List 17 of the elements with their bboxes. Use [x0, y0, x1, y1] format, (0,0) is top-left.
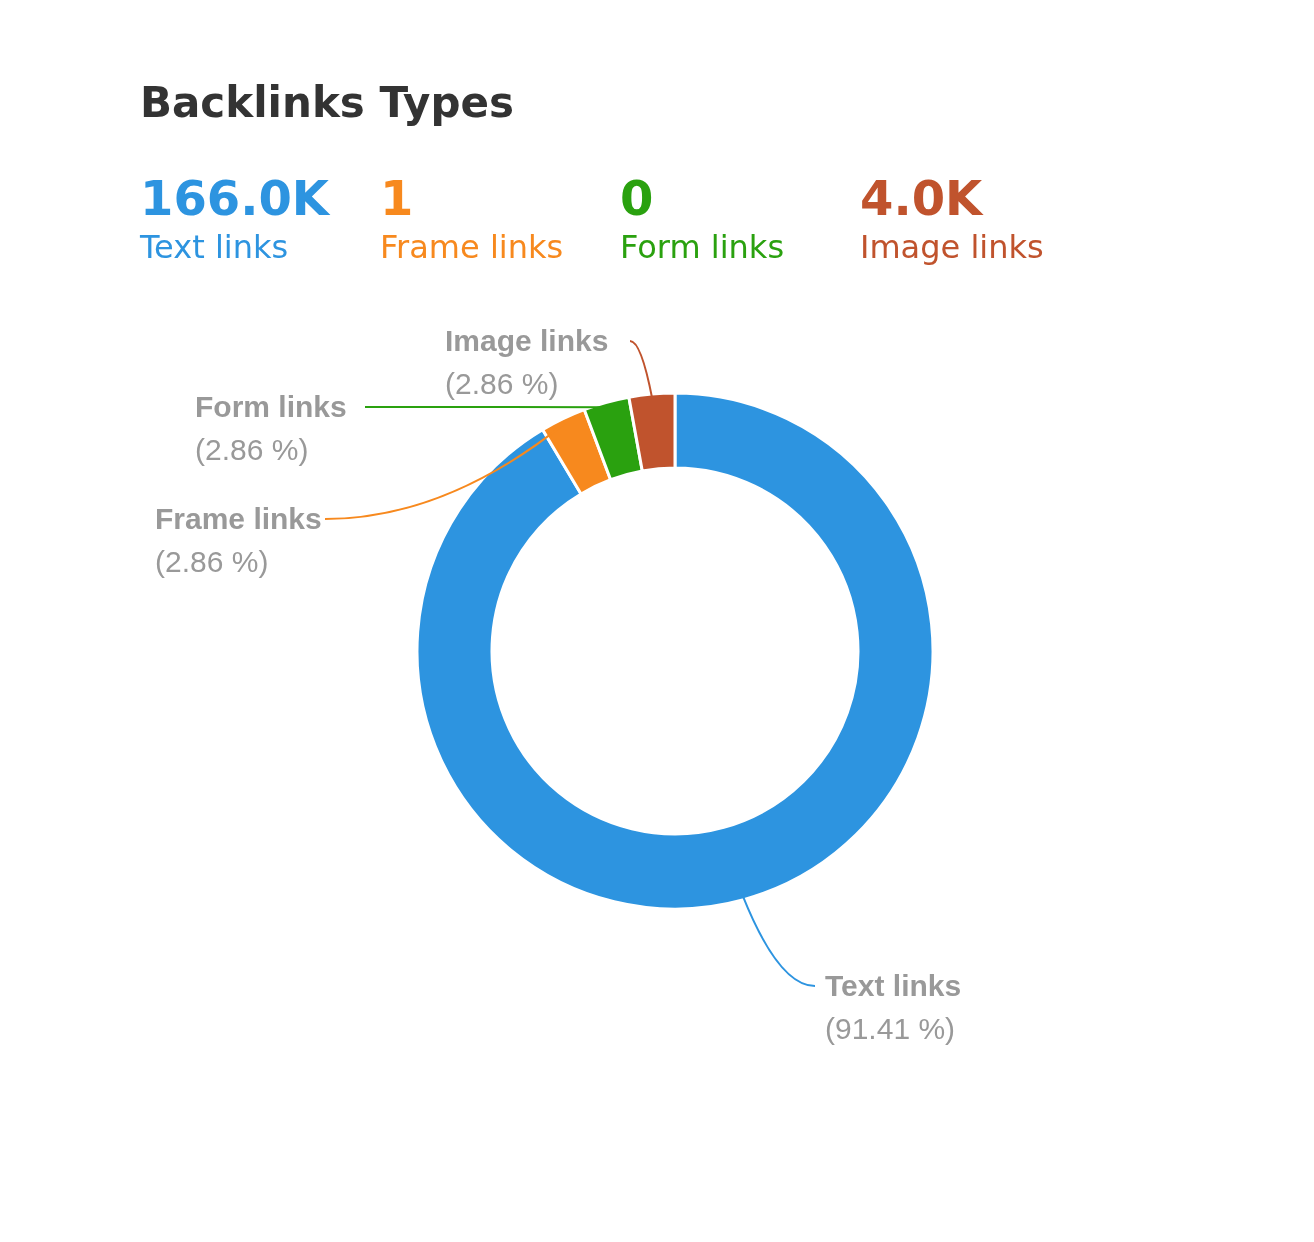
text: 1 — [380, 169, 415, 228]
text: 0 — [620, 169, 655, 228]
data-label: (91.41 %) — [825, 1012, 956, 1045]
category-label: Form links — [620, 228, 785, 266]
category-label: Text links — [140, 228, 289, 266]
data-label: (2.86 %) — [155, 545, 269, 578]
category-label: Image links — [860, 228, 1044, 266]
slice-label: Image links — [445, 324, 609, 357]
category-label: Frame links — [380, 228, 564, 266]
chart-title: Backlinks Types — [140, 78, 515, 127]
data-label: (2.86 %) — [445, 367, 559, 400]
data-label: (2.86 %) — [195, 433, 309, 466]
slice-label: Form links — [195, 390, 347, 423]
slice-label: Frame links — [155, 502, 322, 535]
slice-label: Text links — [825, 969, 962, 1002]
text: 4.0K — [860, 169, 985, 228]
text: 166.0K — [140, 169, 331, 228]
